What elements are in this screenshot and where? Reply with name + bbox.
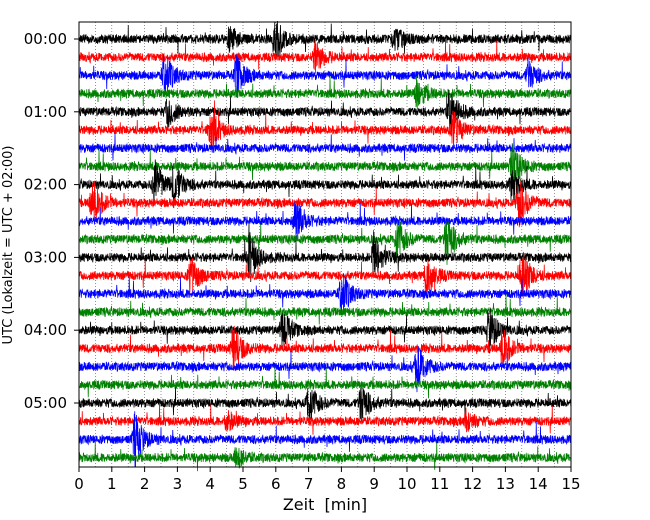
plot-frame	[78, 21, 572, 468]
y-tick-label: 05:00	[24, 394, 67, 412]
trace-0215	[78, 180, 572, 228]
y-tick-label: 02:00	[24, 176, 67, 194]
trace-0515	[78, 402, 572, 435]
x-tick-label: 15	[561, 475, 580, 493]
x-tick-label: 5	[238, 475, 248, 493]
trace-0000	[78, 21, 572, 60]
trace-0400	[78, 307, 572, 354]
trace-0330	[78, 273, 572, 316]
axis-ticks: 0 1 2 3 4 5 6 7 8 9 10 11 12 13 14 1500:0001:0002:0003:…	[24, 30, 581, 493]
y-tick-label: 03:00	[24, 248, 67, 266]
x-axis-label: Zeit [min]	[283, 495, 367, 514]
trace-0100	[78, 89, 572, 135]
trace-0030	[78, 54, 572, 98]
trace-0430	[78, 346, 572, 393]
x-tick-label: 2	[140, 475, 150, 493]
trace-0530	[78, 411, 572, 468]
x-tick-label: 6	[271, 475, 281, 493]
trace-0015	[78, 38, 572, 74]
trace-0315	[78, 253, 572, 299]
x-tick-label: 10	[397, 475, 416, 493]
y-axis-label: UTC (Lokalzeit = UTC + 02:00)	[1, 146, 16, 345]
x-tick-label: 12	[463, 475, 482, 493]
trace-0445	[78, 366, 572, 399]
trace-0545	[78, 440, 572, 472]
trace-0145	[78, 143, 572, 192]
trace-0045	[78, 75, 572, 110]
trace-0500	[78, 387, 572, 425]
trace-0345	[78, 293, 572, 325]
y-tick-label: 00:00	[24, 30, 67, 48]
trace-0300	[78, 222, 572, 283]
trace-0115	[78, 100, 572, 150]
trace-0415	[78, 325, 572, 371]
x-tick-label: 8	[337, 475, 347, 493]
trace-0200	[78, 159, 572, 209]
x-tick-label: 9	[369, 475, 379, 493]
x-tick-label: 1	[107, 475, 117, 493]
y-tick-label: 04:00	[24, 321, 67, 339]
trace-0230	[78, 202, 572, 242]
x-tick-label: 13	[496, 475, 515, 493]
trace-layer	[78, 21, 572, 472]
x-tick-label: 4	[205, 475, 215, 493]
x-tick-label: 7	[304, 475, 314, 493]
y-tick-label: 01:00	[24, 103, 67, 121]
x-tick-label: 3	[173, 475, 183, 493]
trace-0245	[78, 220, 572, 265]
x-tick-label: 11	[430, 475, 449, 493]
x-tick-label: 14	[529, 475, 548, 493]
trace-0130	[78, 132, 572, 161]
x-tick-label: 0	[74, 475, 84, 493]
